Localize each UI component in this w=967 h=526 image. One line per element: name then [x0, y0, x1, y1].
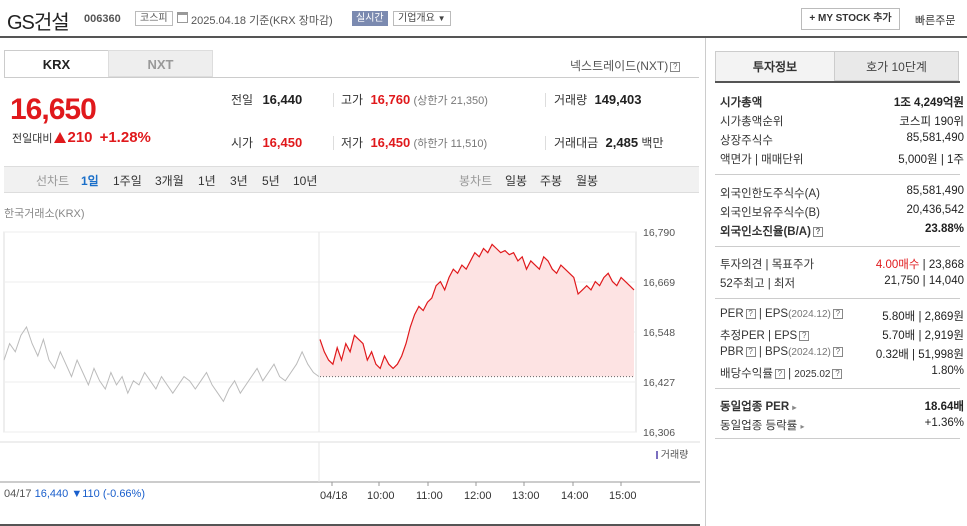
my-stock-add-button[interactable]: + MY STOCK 추가 — [801, 8, 900, 30]
y-tick-label: 16,548 — [643, 327, 675, 339]
market-badge: 코스피 — [135, 11, 173, 26]
tab-1day[interactable]: 1일 — [81, 174, 99, 188]
x-tick-label: 12:00 — [464, 490, 492, 502]
foreign-hold-row: 외국인보유주식수(B) 20,436,542 — [720, 204, 964, 219]
tab-1week[interactable]: 1주일 — [113, 174, 142, 188]
tab-10year[interactable]: 10년 — [293, 174, 318, 188]
candle-chart-label: 봉차트 — [459, 174, 493, 188]
x-tick-label: 13:00 — [512, 490, 540, 502]
low-price: 저가 16,450 (하한가 11,510) — [341, 135, 488, 150]
company-info-dropdown[interactable]: 기업개요 ▼ — [393, 11, 451, 26]
investment-info-panel: 투자정보 호가 10단계 시가총액 1조 4,249억원 시가총액순위 코스피 19… — [705, 38, 967, 526]
opinion-row: 투자의견 | 목표주가 4.00매수 | 23,868 — [720, 259, 964, 271]
tab-nxt[interactable]: NXT — [108, 50, 213, 77]
industry-change-row[interactable]: 동일업종 등락률 ▸ +1.36% — [720, 417, 964, 432]
realtime-button[interactable]: 실시간 — [352, 11, 388, 26]
open-price: 시가 16,450 — [231, 135, 303, 150]
chevron-down-icon: ▼ — [437, 14, 446, 23]
help-icon[interactable]: ? — [832, 346, 843, 357]
high-price: 고가 16,760 (상한가 21,350) — [341, 92, 488, 107]
market-cap-row: 시가총액 1조 4,249억원 — [720, 97, 964, 109]
panel-divider — [715, 81, 960, 83]
prev-close: 전일 16,440 — [231, 92, 303, 107]
x-tick-label: 14:00 — [561, 490, 589, 502]
foreign-ratio-row: 외국인소진율(B/A)? 23.88% — [720, 223, 964, 238]
tab-weekly[interactable]: 주봉 — [540, 174, 563, 188]
help-icon[interactable]: ? — [745, 308, 756, 319]
divider — [715, 438, 960, 439]
y-tick-label: 16,427 — [643, 377, 675, 389]
stock-name: GS건설 — [7, 12, 70, 34]
today-area — [320, 244, 634, 377]
stock-header: GS건설 006360 코스피 2025.04.18 기준(KRX 장마감) 실… — [0, 0, 967, 38]
volume-legend: 거래량 — [656, 446, 688, 461]
nextrade-link[interactable]: 넥스트레이드(NXT)? — [570, 57, 681, 74]
dividend-row: 배당수익률? | 2025.02? 1.80% — [720, 365, 964, 380]
face-value-row: 액면가 | 매매단위 5,000원 | 1주 — [720, 154, 964, 166]
cap-rank-row: 시가총액순위 코스피 190위 — [720, 116, 964, 128]
divider — [545, 136, 546, 150]
tab-investment-info[interactable]: 투자정보 — [715, 51, 835, 81]
x-tick-label: 11:00 — [416, 490, 443, 502]
y-tick-label: 16,306 — [643, 427, 675, 439]
tab-3month[interactable]: 3개월 — [155, 174, 184, 188]
tab-monthly[interactable]: 월봉 — [576, 174, 599, 188]
data-source: 한국거래소(KRX) — [4, 208, 85, 220]
quick-order-button[interactable]: 빠른주문 — [915, 15, 956, 27]
est-per-row: 추정PER | EPS? 5.70배 | 2,919원 — [720, 330, 964, 342]
help-icon: ? — [670, 61, 681, 72]
x-tick-label: 10:00 — [367, 490, 395, 502]
per-row: PER? | EPS(2024.12)? 5.80배 | 2,869원 — [720, 308, 964, 323]
basis-date: 2025.04.18 기준(KRX 장마감) — [191, 15, 333, 27]
tab-daily[interactable]: 일봉 — [505, 174, 528, 188]
tab-5year[interactable]: 5년 — [262, 174, 280, 188]
y-tick-label: 16,790 — [643, 227, 675, 239]
help-icon[interactable]: ? — [774, 368, 785, 379]
divider — [545, 93, 546, 107]
chevron-right-icon: ▸ — [800, 422, 805, 431]
stock-code: 006360 — [84, 13, 121, 25]
up-triangle-icon — [54, 132, 67, 143]
help-icon[interactable]: ? — [799, 330, 810, 341]
tab-1year[interactable]: 1년 — [198, 174, 216, 188]
tab-order-book-10[interactable]: 호가 10단계 — [834, 51, 959, 81]
line-chart-label: 선차트 — [36, 174, 70, 188]
plus-icon: + — [809, 13, 816, 24]
help-icon[interactable]: ? — [745, 346, 756, 357]
x-tick-label: 15:00 — [609, 490, 637, 502]
prev-day-line — [3, 325, 320, 403]
volume: 거래량 149,403 — [554, 92, 642, 107]
today-line — [319, 243, 635, 370]
w52-row: 52주최고 | 최저 21,750 | 14,040 — [720, 275, 964, 290]
trade-amount: 거래대금 2,485 백만 — [554, 135, 664, 150]
shares-row: 상장주식수 85,581,490 — [720, 132, 964, 147]
chart-period-tabs: 선차트 1일 1주일 3개월 1년 3년 5년 10년 봉차트 일봉 주봉 월봉 — [4, 166, 699, 193]
current-price: 16,650 — [10, 93, 97, 126]
down-triangle-icon: ▼ — [71, 488, 83, 500]
help-icon[interactable]: ? — [832, 308, 843, 319]
divider — [715, 174, 960, 175]
intraday-chart[interactable]: 16,790 16,669 16,548 16,427 16,306 04/18 10:0… — [0, 220, 700, 526]
industry-per-row[interactable]: 동일업종 PER ▸ 18.64배 — [720, 401, 964, 413]
foreign-limit-row: 외국인한도주식수(A) 85,581,490 — [720, 185, 964, 200]
prev-day-info: 04/17 16,440 ▼110 (-0.66%) — [4, 488, 145, 500]
chevron-right-icon: ▸ — [792, 403, 797, 412]
tab-3year[interactable]: 3년 — [230, 174, 248, 188]
divider — [715, 388, 960, 389]
divider — [715, 246, 960, 247]
tab-divider — [4, 77, 699, 78]
price-change: 전일대비 210 +1.28% — [12, 129, 151, 146]
help-icon[interactable]: ? — [812, 226, 823, 237]
pbr-row: PBR? | BPS(2024.12)? 0.32배 | 51,998원 — [720, 346, 964, 361]
divider — [715, 298, 960, 299]
divider — [333, 136, 334, 150]
tab-krx[interactable]: KRX — [4, 50, 109, 77]
calendar-icon — [177, 12, 188, 23]
y-tick-label: 16,669 — [643, 277, 675, 289]
help-icon[interactable]: ? — [832, 368, 843, 379]
volume-swatch — [656, 451, 658, 459]
x-tick-label: 04/18 — [320, 490, 348, 502]
divider — [333, 93, 334, 107]
